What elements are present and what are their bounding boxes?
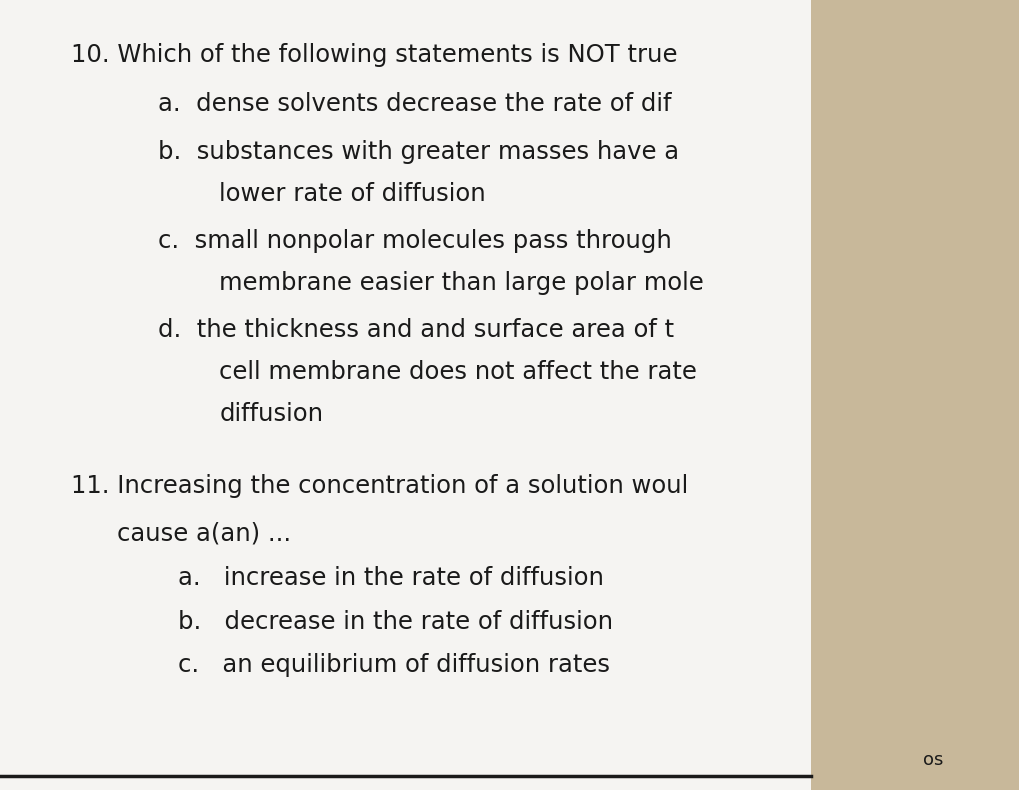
Text: b.  substances with greater masses have a: b. substances with greater masses have a (158, 140, 679, 164)
Text: c.  small nonpolar molecules pass through: c. small nonpolar molecules pass through (158, 229, 672, 253)
Text: membrane easier than large polar mole: membrane easier than large polar mole (219, 271, 703, 295)
Text: d.  the thickness and and surface area of t: d. the thickness and and surface area of… (158, 318, 674, 342)
Text: c.   an equilibrium of diffusion rates: c. an equilibrium of diffusion rates (178, 653, 610, 677)
FancyBboxPatch shape (0, 0, 810, 790)
Text: diffusion: diffusion (219, 402, 323, 426)
Text: cause a(an) ...: cause a(an) ... (117, 521, 291, 545)
Text: 11. Increasing the concentration of a solution woul: 11. Increasing the concentration of a so… (71, 474, 688, 498)
Text: a.  dense solvents decrease the rate of dif: a. dense solvents decrease the rate of d… (158, 92, 671, 116)
Text: os: os (922, 751, 943, 769)
Text: lower rate of diffusion: lower rate of diffusion (219, 182, 485, 205)
Text: b.   decrease in the rate of diffusion: b. decrease in the rate of diffusion (178, 610, 612, 634)
Text: cell membrane does not affect the rate: cell membrane does not affect the rate (219, 360, 697, 384)
Text: a.   increase in the rate of diffusion: a. increase in the rate of diffusion (178, 566, 604, 590)
Text: 10. Which of the following statements is NOT true: 10. Which of the following statements is… (71, 43, 678, 67)
